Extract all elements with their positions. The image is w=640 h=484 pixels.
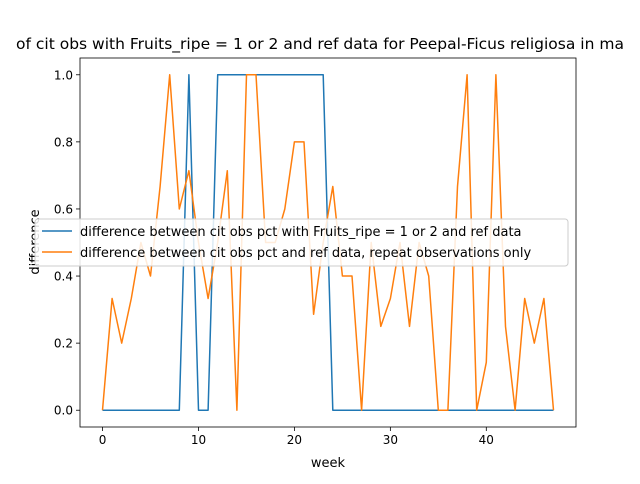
chart-title: of cit obs with Fruits_ripe = 1 or 2 and…: [16, 35, 624, 54]
y-tick-label: 1.0: [54, 68, 73, 82]
ticks: 0 10 20 30 40 0.0 0.2 0.4 0.6 0.8 1.0: [54, 68, 494, 447]
series-line-2: [101, 74, 555, 411]
y-tick-label: 0.0: [54, 404, 73, 418]
y-tick-label: 0.6: [54, 202, 73, 216]
x-axis-label: week: [311, 456, 346, 471]
x-tick-label: 20: [287, 433, 302, 447]
legend: difference between cit obs pct with Frui…: [34, 218, 569, 267]
x-tick-label: 30: [383, 433, 398, 447]
x-tick-label: 40: [479, 433, 494, 447]
legend-box: [34, 218, 569, 267]
x-tick-label: 0: [99, 433, 107, 447]
legend-label-series-2: difference between cit obs pct and ref d…: [80, 246, 531, 261]
y-tick-label: 0.2: [54, 337, 73, 351]
x-tick-label: 10: [191, 433, 206, 447]
legend-label-series-1: difference between cit obs pct with Frui…: [80, 225, 522, 240]
y-tick-label: 0.8: [54, 135, 73, 149]
y-tick-label: 0.4: [54, 270, 73, 284]
